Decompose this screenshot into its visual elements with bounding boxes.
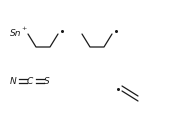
Text: N: N xyxy=(10,77,17,85)
Text: C: C xyxy=(27,77,33,85)
Text: +: + xyxy=(21,27,26,32)
Text: S: S xyxy=(44,77,50,85)
Text: Sn: Sn xyxy=(10,30,22,39)
